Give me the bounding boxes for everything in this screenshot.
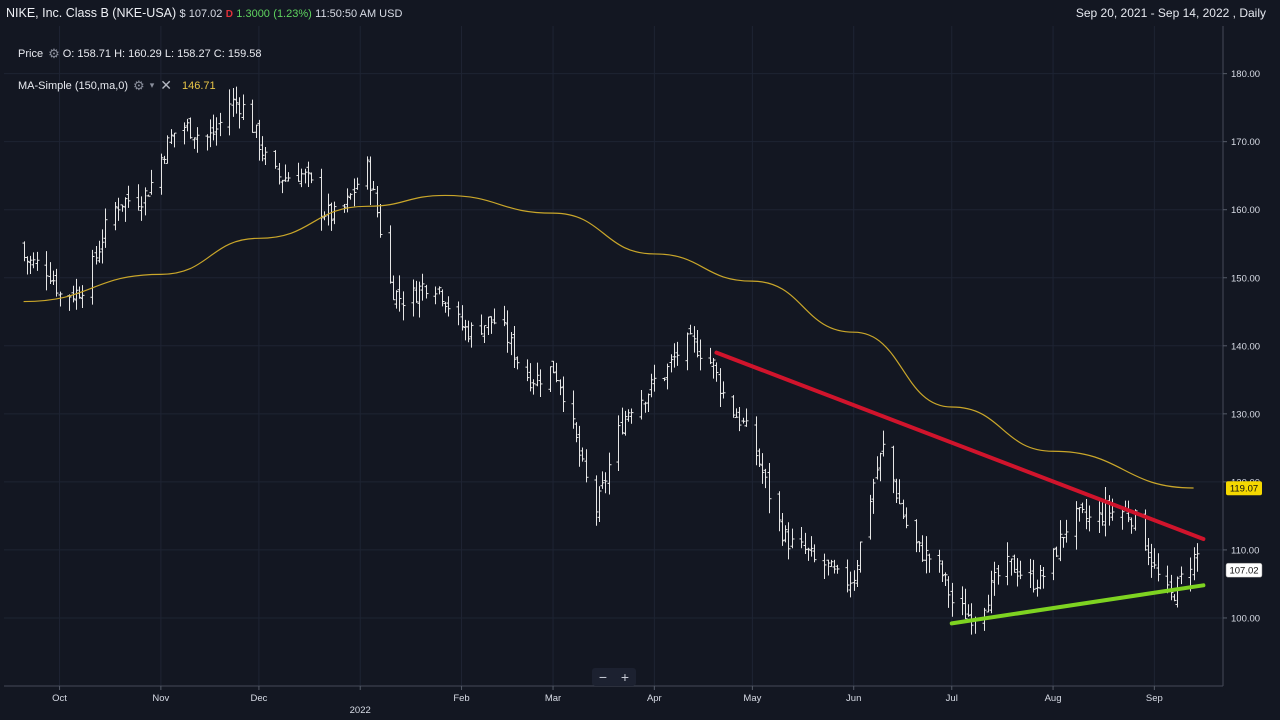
x-axis: Oct Nov Dec 2022 Feb Mar Apr May Jun Jul Aug Sep — [52, 686, 1163, 716]
x-tick-label: 2022 — [350, 705, 371, 716]
y-axis: 100.00110.00120.00130.00140.00150.00160.… — [1223, 69, 1260, 624]
support-trendline — [949, 583, 1206, 626]
last-price: $ 107.02 — [179, 8, 223, 20]
chevron-down-icon[interactable]: ▾ — [149, 80, 155, 90]
ma-price-tag-box — [1226, 481, 1262, 496]
ma-legend: MA-Simple (150,ma,0) ⚙ ▾ ✕ 146.71 — [18, 77, 216, 94]
y-tick-label: 130.00 — [1231, 409, 1260, 420]
gear-icon[interactable]: ⚙ — [133, 77, 145, 93]
x-tick-label: May — [743, 693, 761, 704]
x-tick-label: Apr — [647, 693, 662, 704]
y-tick-label: 150.00 — [1231, 273, 1260, 284]
price-legend-label: Price — [18, 48, 44, 60]
zoom-out-button[interactable]: − — [598, 669, 608, 685]
last-price-tag: 107.02 — [1229, 566, 1258, 577]
x-tick-label: Sep — [1146, 693, 1163, 704]
price-legend: Price ⚙ O: 158.71 H: 160.29 L: 158.27 C:… — [18, 46, 261, 62]
gear-icon[interactable]: ⚙ — [48, 46, 60, 61]
down-marker: D — [225, 9, 233, 20]
y-tick-label: 170.00 — [1231, 137, 1260, 148]
x-tick-label: Mar — [545, 693, 561, 704]
symbol-title[interactable]: NIKE, Inc. Class B (NKE-USA) — [6, 6, 177, 20]
y-tick-label: 100.00 — [1231, 613, 1260, 624]
ma-150-line — [23, 194, 1194, 489]
chart-header: NIKE, Inc. Class B (NKE-USA) $ 107.02 D … — [0, 0, 1280, 26]
ma-price-tag: 119.07 — [1230, 484, 1258, 495]
last-price-tag-box — [1225, 562, 1263, 578]
y-tick-label: 110.00 — [1231, 545, 1259, 556]
price-change: 1.3000 — [236, 8, 270, 20]
ma-legend-label: MA-Simple (150,ma,0) — [18, 79, 129, 92]
x-tick-label: Nov — [152, 693, 169, 704]
x-tick-label: Dec — [250, 693, 267, 704]
ohlc-bars — [22, 86, 1200, 635]
zoom-in-button[interactable]: + — [620, 669, 630, 685]
ohlc-values: O: 158.71 H: 160.29 L: 158.27 C: 159.58 — [62, 48, 262, 60]
zoom-controls: − + — [592, 668, 636, 686]
date-range[interactable]: Sep 20, 2021 - Sep 14, 2022 , Daily — [1075, 6, 1266, 20]
y-tick-label: 160.00 — [1231, 205, 1260, 216]
resistance-trendline — [714, 350, 1206, 542]
x-tick-label: Feb — [453, 693, 469, 704]
x-tick-label: Aug — [1045, 693, 1062, 704]
x-tick-label: Jul — [946, 693, 958, 704]
price-change-pct: (1.23%) — [273, 8, 312, 20]
x-tick-label: Oct — [52, 693, 67, 704]
quote-time: 11:50:50 AM USD — [315, 8, 403, 20]
chart-grid — [4, 26, 1223, 686]
x-tick-label: Jun — [846, 693, 861, 704]
y-tick-label: 140.00 — [1231, 341, 1260, 352]
y-tick-label: 180.00 — [1231, 69, 1260, 80]
ma-legend-value: 146.71 — [181, 79, 216, 92]
close-icon[interactable]: ✕ — [160, 77, 172, 93]
